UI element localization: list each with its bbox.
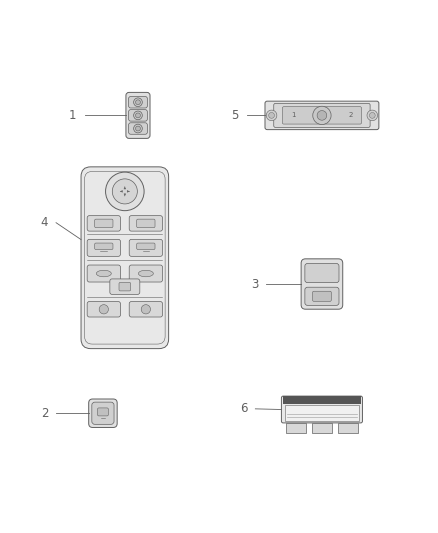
Circle shape [136,126,140,131]
FancyBboxPatch shape [87,239,120,256]
Circle shape [367,110,378,120]
Bar [312,423,332,433]
Circle shape [313,106,331,125]
Circle shape [268,112,275,118]
FancyBboxPatch shape [126,92,150,139]
FancyBboxPatch shape [92,402,114,424]
FancyBboxPatch shape [110,279,140,294]
FancyBboxPatch shape [129,239,162,256]
FancyBboxPatch shape [87,302,120,317]
FancyBboxPatch shape [137,219,155,228]
Circle shape [141,305,151,314]
Circle shape [266,110,277,120]
Ellipse shape [138,270,153,277]
Text: 1: 1 [291,112,295,118]
Bar [283,396,361,404]
Text: 1: 1 [69,109,77,122]
FancyBboxPatch shape [129,265,162,282]
Circle shape [134,124,142,133]
FancyBboxPatch shape [305,287,339,305]
Text: 5: 5 [231,109,239,122]
Circle shape [136,113,140,118]
Ellipse shape [96,270,111,277]
Circle shape [99,305,109,314]
FancyBboxPatch shape [137,243,155,249]
FancyBboxPatch shape [265,101,379,130]
Circle shape [112,179,138,204]
FancyBboxPatch shape [87,216,120,231]
FancyBboxPatch shape [129,123,147,134]
Circle shape [317,110,327,120]
Bar [338,423,357,433]
FancyBboxPatch shape [129,216,162,231]
FancyBboxPatch shape [81,167,169,349]
Text: 4: 4 [41,216,48,229]
Circle shape [136,100,140,104]
Text: 3: 3 [251,278,258,290]
FancyBboxPatch shape [129,110,147,121]
FancyBboxPatch shape [313,291,331,301]
Bar [286,423,306,433]
FancyBboxPatch shape [95,243,113,249]
Bar [285,405,359,421]
FancyBboxPatch shape [88,399,117,427]
FancyBboxPatch shape [274,103,370,127]
FancyBboxPatch shape [283,107,361,124]
Circle shape [106,172,144,211]
Text: 2: 2 [41,407,48,419]
Text: 6: 6 [240,402,247,415]
FancyBboxPatch shape [129,96,147,108]
Text: 2: 2 [349,112,353,118]
FancyBboxPatch shape [301,259,343,309]
FancyBboxPatch shape [305,263,339,282]
FancyBboxPatch shape [87,265,120,282]
FancyBboxPatch shape [281,396,362,423]
Circle shape [134,98,142,107]
FancyBboxPatch shape [119,282,131,291]
FancyBboxPatch shape [95,219,113,228]
FancyBboxPatch shape [129,302,162,317]
Circle shape [134,111,142,120]
Circle shape [369,112,375,118]
FancyBboxPatch shape [98,408,108,416]
